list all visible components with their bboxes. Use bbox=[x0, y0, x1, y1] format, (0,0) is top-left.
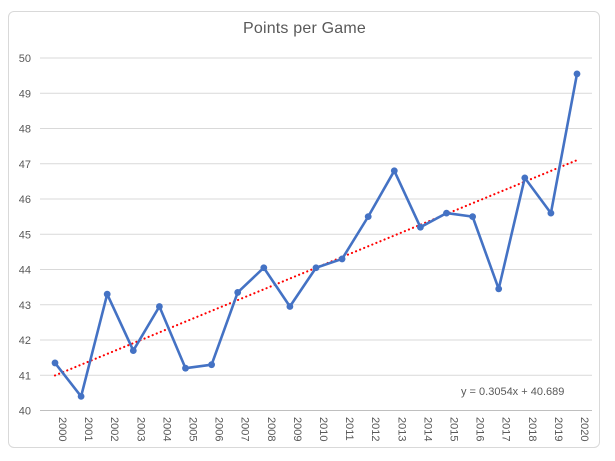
data-point-2019 bbox=[547, 209, 555, 217]
x-tick-label-2012: 2012 bbox=[369, 417, 381, 441]
x-tick-label-2002: 2002 bbox=[108, 417, 120, 441]
x-tick-label-2000: 2000 bbox=[56, 417, 68, 441]
y-tick-label-46: 46 bbox=[19, 194, 31, 206]
data-point-2004 bbox=[156, 303, 163, 310]
data-point-2003 bbox=[129, 347, 137, 354]
y-tick-label-40: 40 bbox=[19, 406, 31, 418]
x-tick-label-2005: 2005 bbox=[187, 417, 199, 441]
x-tick-label-2018: 2018 bbox=[526, 417, 538, 441]
x-tick-label-2013: 2013 bbox=[395, 417, 407, 441]
y-tick-label-50: 50 bbox=[19, 53, 31, 65]
data-point-2002 bbox=[103, 290, 111, 298]
x-tick-label-2016: 2016 bbox=[474, 417, 486, 441]
y-tick-label-43: 43 bbox=[19, 300, 31, 312]
data-point-2018 bbox=[521, 174, 529, 182]
x-tick-label-2019: 2019 bbox=[552, 417, 564, 441]
data-point-2005 bbox=[182, 364, 189, 372]
trendline-equation-label: y = 0.3054x + 40.689 bbox=[461, 386, 565, 398]
data-point-2013 bbox=[390, 167, 398, 175]
data-point-2016 bbox=[469, 213, 476, 221]
data-point-2015 bbox=[443, 209, 450, 217]
x-tick-label-2004: 2004 bbox=[160, 417, 172, 441]
x-tick-label-2011: 2011 bbox=[343, 417, 355, 441]
x-tick-label-2017: 2017 bbox=[500, 417, 512, 441]
data-point-2020 bbox=[573, 70, 581, 78]
x-tick-label-2006: 2006 bbox=[213, 417, 225, 441]
y-tick-label-47: 47 bbox=[19, 159, 31, 171]
chart-title: Points per Game bbox=[242, 20, 367, 37]
y-tick-label-42: 42 bbox=[19, 335, 31, 347]
data-point-2014 bbox=[417, 223, 424, 231]
y-tick-label-49: 49 bbox=[19, 88, 31, 100]
x-tick-label-2020: 2020 bbox=[578, 417, 590, 441]
x-tick-label-2007: 2007 bbox=[239, 417, 251, 441]
x-tick-label-2009: 2009 bbox=[291, 417, 303, 441]
data-point-2000 bbox=[51, 359, 59, 367]
x-tick-label-2014: 2014 bbox=[421, 417, 433, 441]
x-tick-label-2015: 2015 bbox=[448, 417, 460, 441]
data-point-2006 bbox=[208, 361, 216, 369]
x-tick-label-2008: 2008 bbox=[265, 417, 277, 441]
y-tick-label-45: 45 bbox=[19, 229, 31, 241]
data-point-2012 bbox=[364, 213, 372, 221]
y-tick-label-44: 44 bbox=[19, 265, 31, 277]
y-tick-label-48: 48 bbox=[19, 124, 31, 136]
x-tick-label-2001: 2001 bbox=[82, 417, 94, 441]
data-point-2017 bbox=[495, 285, 503, 293]
data-point-2008 bbox=[260, 264, 268, 272]
data-point-2010 bbox=[312, 264, 320, 272]
data-point-2011 bbox=[338, 255, 346, 263]
x-tick-label-2003: 2003 bbox=[134, 417, 146, 441]
data-point-2001 bbox=[77, 393, 85, 400]
x-tick-label-2010: 2010 bbox=[317, 417, 329, 441]
data-point-2007 bbox=[234, 289, 242, 296]
data-point-2009 bbox=[286, 303, 294, 310]
y-tick-label-41: 41 bbox=[19, 370, 31, 382]
